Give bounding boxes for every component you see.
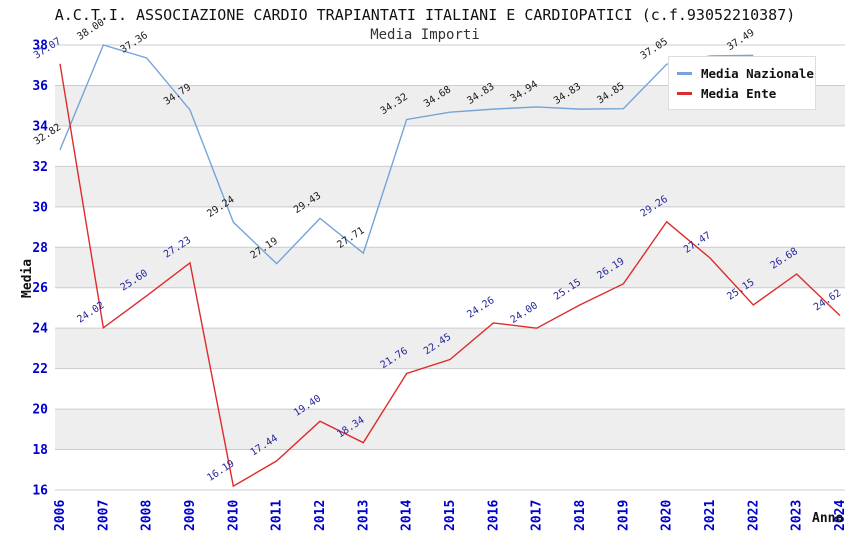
legend-item-media-ente: Media Ente bbox=[677, 83, 807, 103]
x-tick-label: 2009 bbox=[183, 500, 198, 531]
y-tick-label: 20 bbox=[32, 403, 48, 418]
x-tick-label: 2019 bbox=[616, 500, 631, 531]
chart-title: A.C.T.I. ASSOCIAZIONE CARDIO TRAPIANTATI… bbox=[54, 6, 796, 24]
x-tick-label: 2016 bbox=[486, 500, 501, 531]
x-tick-label: 2023 bbox=[790, 500, 805, 531]
x-tick-label: 2008 bbox=[140, 500, 155, 531]
x-tick-label: 2020 bbox=[660, 500, 675, 531]
y-tick-label: 18 bbox=[32, 443, 48, 458]
legend-label-media-nazionale: Media Nazionale bbox=[701, 65, 814, 81]
y-tick-label: 34 bbox=[32, 119, 48, 134]
y-tick-label: 38 bbox=[32, 39, 48, 54]
legend-label-media-ente: Media Ente bbox=[701, 85, 777, 101]
series-line-media-ente bbox=[59, 63, 841, 488]
x-tick-label: 2017 bbox=[530, 500, 545, 531]
y-tick-label: 30 bbox=[32, 200, 48, 215]
data-label: 24.26 bbox=[465, 295, 496, 321]
grid-band bbox=[55, 247, 845, 288]
data-label: 24.62 bbox=[812, 288, 843, 314]
legend: Media Nazionale Media Ente bbox=[668, 56, 816, 110]
y-tick-label: 28 bbox=[32, 241, 48, 256]
x-tick-label: 2010 bbox=[226, 500, 241, 531]
data-label: 38.00 bbox=[75, 17, 106, 43]
y-tick-label: 26 bbox=[32, 281, 48, 296]
x-tick-label: 2021 bbox=[703, 500, 718, 531]
grid-band bbox=[55, 328, 845, 369]
y-tick-label: 22 bbox=[32, 362, 48, 377]
x-tick-label: 2015 bbox=[443, 500, 458, 531]
chart-subtitle: Media Importi bbox=[370, 27, 480, 43]
x-axis-title: Anno bbox=[812, 511, 844, 526]
series-line-media-nazionale bbox=[59, 44, 754, 265]
x-tick-label: 2006 bbox=[53, 500, 68, 531]
grid-band bbox=[55, 409, 845, 450]
data-label: 37.36 bbox=[119, 30, 150, 56]
x-tick-label: 2022 bbox=[746, 500, 761, 531]
legend-item-media-nazionale: Media Nazionale bbox=[677, 63, 814, 83]
data-label: 24.00 bbox=[509, 300, 540, 326]
legend-line-swatch-red bbox=[677, 91, 692, 95]
x-tick-label: 2024 bbox=[833, 500, 848, 531]
x-tick-label: 2012 bbox=[313, 500, 328, 531]
y-tick-label: 36 bbox=[32, 79, 48, 94]
x-tick-label: 2007 bbox=[96, 500, 111, 531]
grid-band bbox=[55, 166, 845, 207]
y-tick-label: 16 bbox=[32, 484, 48, 499]
legend-line-swatch-blue bbox=[677, 71, 692, 75]
x-tick-label: 2018 bbox=[573, 500, 588, 531]
x-tick-label: 2013 bbox=[356, 500, 371, 531]
y-tick-label: 32 bbox=[32, 160, 48, 175]
data-label: 37.49 bbox=[725, 27, 756, 53]
data-label: 37.05 bbox=[639, 36, 670, 62]
x-tick-label: 2011 bbox=[270, 500, 285, 531]
x-tick-label: 2014 bbox=[400, 500, 415, 531]
y-tick-label: 24 bbox=[32, 322, 48, 337]
